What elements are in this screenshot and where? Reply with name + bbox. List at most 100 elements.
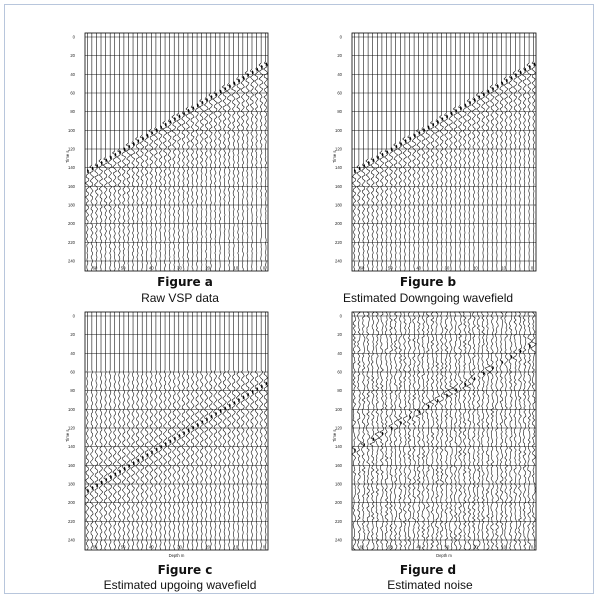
panel-b-trace: [526, 33, 532, 272]
panel-d-wavelet: [363, 442, 366, 448]
panel-b-wavelet: [391, 147, 393, 152]
panel-c-wavelet: [165, 441, 167, 447]
panel-a-trace: [189, 33, 195, 272]
panel-b-trace: [522, 33, 528, 272]
panel-b-trace: [434, 33, 440, 272]
panel-c-x-tick: 60: [93, 545, 98, 550]
panel-a-wavelet: [146, 133, 149, 138]
panel-a-trace: [185, 33, 191, 272]
panel-a-trace: [254, 33, 260, 272]
panel-a-wavelet: [119, 149, 121, 155]
panel-d-y-tick: 140: [335, 444, 343, 449]
panel-d-trace: [504, 311, 509, 551]
panel-b-wavelet: [437, 119, 439, 125]
panel-c-wavelet: [133, 461, 135, 466]
panel-c-x-tick: 40: [149, 545, 154, 550]
panel-c-y-tick: 140: [68, 444, 76, 449]
panel-a-y-tick: 160: [68, 184, 76, 189]
panel-b-wavelet: [464, 103, 467, 108]
panel-d-x-tick: 0: [531, 545, 534, 550]
panel-d-x-tick: 30: [445, 545, 450, 550]
panel-d-trace: [438, 311, 444, 551]
panel-d-y-tick: 180: [335, 482, 343, 487]
panel-b-wavelet: [487, 89, 490, 94]
panel-c-wavelet: [123, 466, 126, 472]
panel-c-wavelet: [261, 384, 263, 389]
panel-c-trace: [208, 312, 214, 551]
panel-c-trace: [190, 312, 195, 551]
panel-a-trace: [125, 33, 132, 272]
panel-c-trace: [162, 312, 168, 551]
panel-b-y-tick: 240: [335, 259, 343, 264]
panel-a-y-tick: 120: [68, 147, 76, 152]
panel-c-x-tick: 30: [177, 545, 182, 550]
panel-d-trace: [495, 311, 499, 551]
panel-d-x-tick: 10: [501, 545, 506, 550]
panel-b-wavelet: [450, 111, 453, 116]
panel-b-wavelet: [492, 86, 494, 92]
panel-b-trace: [508, 33, 514, 272]
panel-c-wavelet: [201, 419, 204, 425]
panel-a-trace: [231, 33, 237, 272]
panel-b-wavelet: [483, 92, 485, 97]
panel-d-trace: [480, 311, 486, 551]
panel-d-wavelet: [400, 420, 402, 426]
panel-a-trace: [171, 33, 177, 272]
figure-frame: [4, 4, 594, 594]
panel-b-y-tick: 60: [337, 91, 342, 96]
panel-c-y-tick: 20: [70, 332, 75, 337]
panel-d-wavelet: [529, 343, 531, 349]
panel-b-trace: [425, 33, 431, 272]
panel-a-wavelet: [174, 116, 176, 122]
panel-d-wavelet: [427, 404, 430, 409]
panel-d-wavelet: [492, 365, 494, 371]
panel-a-wavelet: [256, 67, 259, 72]
panel-c-trace: [85, 312, 90, 551]
panel-a-trace: [176, 33, 182, 272]
panel-d-x-tick: 50: [388, 545, 393, 550]
panel-a-y-tick: 40: [70, 72, 75, 77]
panel-a-trace: [263, 33, 269, 272]
panel-d-trace: [421, 311, 426, 551]
panel-d-wavelet: [372, 437, 375, 442]
panel-c-trace: [254, 312, 259, 551]
panel-c-y-label: Time s: [65, 430, 70, 442]
panel-a-wavelet: [101, 160, 103, 166]
panel-d-x-tick: 20: [473, 545, 478, 550]
panel-c-wavelet: [146, 452, 149, 458]
panel-c-y-tick: 240: [68, 538, 76, 543]
panel-b-trace: [379, 33, 385, 272]
panel-a-trace: [244, 33, 250, 272]
panel-c-trace: [94, 312, 99, 551]
panel-c-wavelet: [87, 488, 89, 493]
panel-c-trace: [98, 312, 104, 551]
panel-b-wavelet: [372, 158, 375, 163]
panel-c-wavelet: [210, 414, 213, 419]
panel-d-trace: [388, 311, 393, 551]
panel-c-trace: [167, 312, 172, 551]
panel-c-trace: [144, 312, 149, 551]
panel-a-y-label: Time s: [65, 151, 70, 163]
panel-d-y-tick: 60: [337, 370, 342, 375]
panel-d-wavelet: [473, 376, 476, 382]
panel-a-wavelet: [105, 158, 108, 163]
panel-b-trace: [452, 33, 458, 272]
panel-c-wavelet: [96, 483, 99, 488]
panel-d-trace: [434, 311, 441, 551]
panel-d-y-label: Time s: [332, 430, 337, 442]
panel-b-wavelet: [441, 116, 444, 122]
panel-b-wavelet: [418, 130, 421, 136]
panel-d-wavelet: [483, 371, 485, 376]
panel-a-title: Figure a: [157, 275, 213, 289]
panel-c-trace: [181, 312, 186, 551]
panel-b-y-tick: 40: [337, 72, 342, 77]
panel-a-wavelet: [210, 94, 213, 100]
panel-c-wavelet: [206, 417, 208, 422]
panel-d-trace: [471, 311, 476, 551]
panel-c-y-tick: 60: [70, 370, 75, 375]
panel-a-trace: [135, 33, 140, 271]
panel-a-trace: [158, 33, 164, 272]
panel-c-trace: [131, 312, 135, 551]
panel-b-wavelet: [354, 169, 356, 174]
